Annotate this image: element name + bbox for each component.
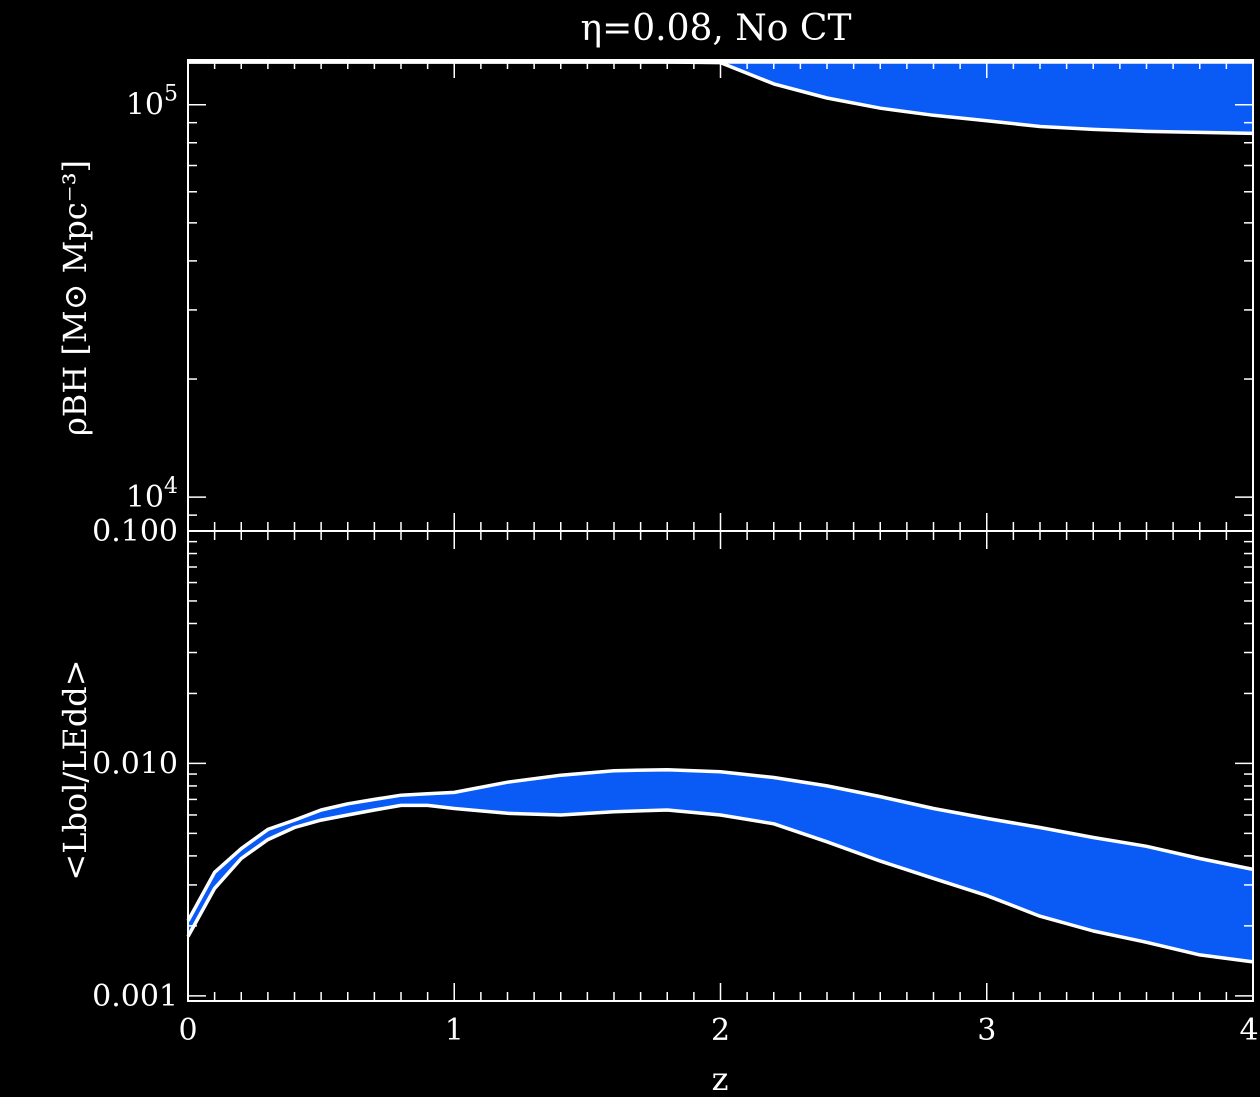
band-fill xyxy=(188,62,1253,134)
x-axis-label: z xyxy=(712,1060,729,1097)
x-tick-label: 3 xyxy=(977,1013,996,1048)
band-upper-line xyxy=(186,767,1254,922)
y-tick-label: 0.001 xyxy=(92,979,178,1014)
y-axis-label-top: ρBH [M⊙ Mpc⁻³] xyxy=(56,160,94,436)
x-tick-label: 2 xyxy=(711,1013,730,1048)
y-tick-label: 0.010 xyxy=(92,746,178,781)
y-tick-label: 0.100 xyxy=(92,514,178,549)
y-axis-label-bottom: <Lbol/LEdd> xyxy=(56,659,94,880)
band-fill xyxy=(188,769,1253,962)
panel-eddington-ratio: 0.100 0.010 0.001 xyxy=(92,514,1254,1014)
x-tick-label: 0 xyxy=(178,1013,197,1048)
chart-title: η=0.08, No CT xyxy=(581,8,852,49)
x-axis-tick-labels: 0 1 2 3 4 xyxy=(178,1013,1258,1048)
band-lower-line xyxy=(186,803,1254,964)
x-tick-label: 4 xyxy=(1239,1013,1258,1048)
x-tick-label: 1 xyxy=(445,1013,464,1048)
